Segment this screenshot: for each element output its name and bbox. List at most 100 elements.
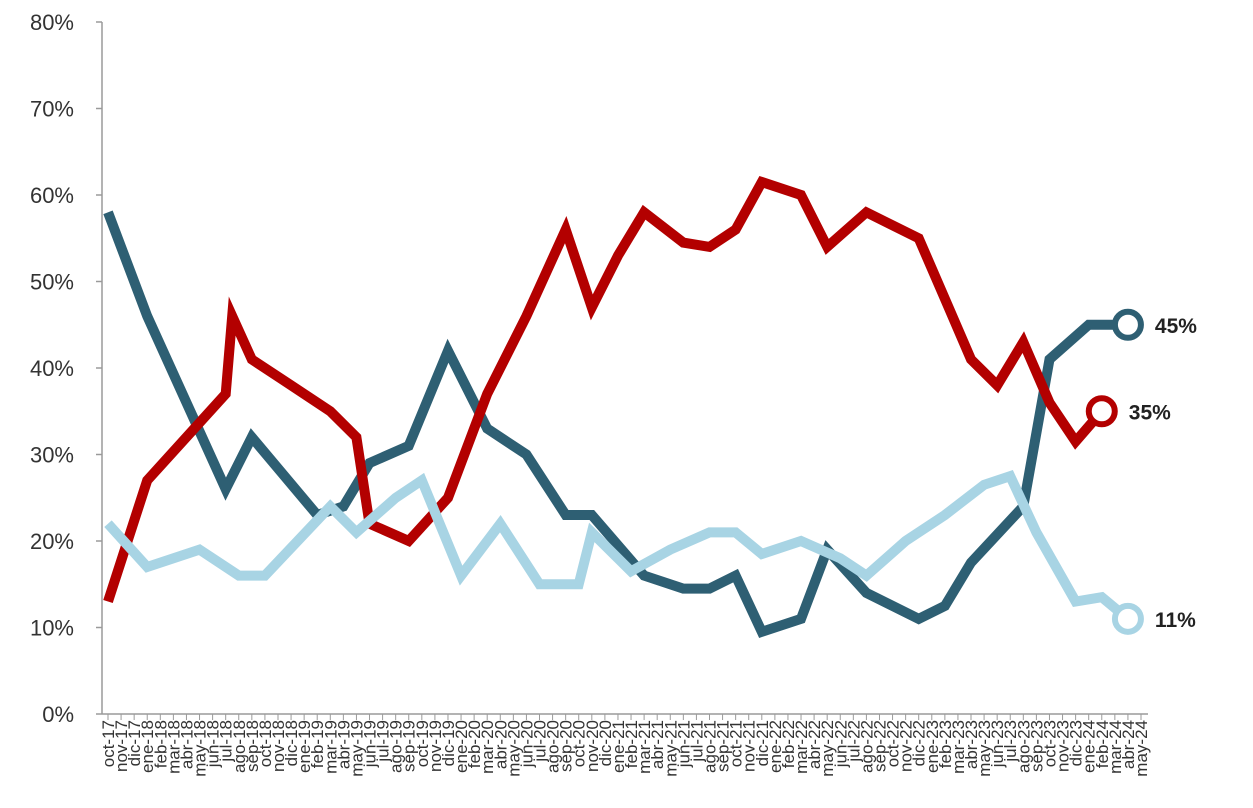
x-tick-label: ago-21	[700, 720, 719, 773]
x-tick-label: oct-22	[884, 720, 903, 767]
y-axis: 0% 10% 20% 30% 40% 50% 60% 70% 80%	[30, 10, 103, 727]
x-tick-label: sep-19	[400, 720, 419, 772]
x-tick-label: sep-21	[714, 720, 733, 772]
x-tick-label: oct-19	[413, 720, 432, 767]
x-tick-label: mar-21	[635, 720, 654, 774]
x-tick-label: sep-22	[870, 720, 889, 772]
x-tick-label: abr-23	[962, 720, 981, 769]
x-tick-label: dic-23	[1067, 720, 1086, 766]
x-tick-label: jul-21	[687, 720, 706, 763]
x-axis: oct-17nov-17dic-17ene-18feb-18mar-18abr-…	[99, 713, 1151, 777]
y-tick-label: 70%	[30, 97, 74, 122]
x-tick-label: mar-18	[164, 720, 183, 774]
series-end-marker-3	[1111, 602, 1144, 635]
x-tick-label: nov-19	[426, 720, 445, 772]
x-tick-label: nov-21	[740, 720, 759, 772]
x-tick-label: dic-18	[282, 720, 301, 766]
series-line-2	[103, 175, 1106, 604]
x-tick-label: feb-24	[1093, 720, 1112, 768]
x-tick-label: dic-21	[753, 720, 772, 766]
x-tick-label: feb-19	[308, 720, 327, 768]
y-tick-label: 50%	[30, 270, 74, 295]
x-tick-label: abr-19	[334, 720, 353, 769]
x-tick-label: oct-21	[727, 720, 746, 767]
x-tick-label: jul-19	[374, 720, 393, 763]
x-tick-label: may-22	[818, 720, 837, 777]
x-tick-label: sep-23	[1027, 720, 1046, 772]
x-tick-label: jun-21	[674, 720, 693, 768]
x-tick-label: ene-24	[1080, 720, 1099, 773]
y-tick-label: 60%	[30, 183, 74, 208]
y-tick-label: 80%	[30, 10, 74, 35]
series-end-label-2: 35%	[1129, 401, 1171, 424]
x-tick-label: feb-22	[779, 720, 798, 768]
x-tick-label: mar-20	[478, 720, 497, 774]
x-tick-label: may-24	[1132, 720, 1151, 777]
x-tick-label: ene-19	[295, 720, 314, 773]
y-tick-label: 20%	[30, 529, 74, 554]
x-tick-label: ene-20	[452, 720, 471, 773]
x-tick-label: mar-24	[1106, 720, 1125, 774]
series-end-marker-2	[1085, 395, 1118, 428]
y-tick-label: 30%	[30, 443, 74, 468]
x-tick-label: may-18	[191, 720, 210, 777]
x-tick-label: jun-23	[988, 720, 1007, 768]
x-tick-label: oct-18	[256, 720, 275, 767]
series-end-label-3: 11%	[1155, 609, 1196, 632]
series-end-label-1: 45%	[1155, 315, 1197, 338]
x-tick-label: nov-20	[583, 720, 602, 772]
x-tick-label: dic-22	[910, 720, 929, 766]
x-tick-label: dic-19	[439, 720, 458, 766]
x-tick-label: ago-22	[857, 720, 876, 773]
x-tick-label: nov-17	[112, 720, 131, 772]
x-tick-label: mar-19	[321, 720, 340, 774]
x-tick-label: feb-23	[936, 720, 955, 768]
series-line-1	[103, 210, 1128, 638]
x-tick-label: jul-23	[1001, 720, 1020, 763]
x-tick-label: mar-22	[792, 720, 811, 774]
x-tick-label: abr-24	[1119, 720, 1138, 769]
x-tick-label: jun-22	[831, 720, 850, 768]
y-tick-label: 10%	[30, 616, 74, 641]
series-line-3	[104, 469, 1132, 623]
x-tick-label: abr-20	[491, 720, 510, 769]
x-tick-label: nov-23	[1054, 720, 1073, 772]
x-tick-label: feb-21	[622, 720, 641, 768]
x-tick-label: may-20	[504, 720, 523, 777]
x-tick-label: nov-22	[897, 720, 916, 772]
x-tick-label: jun-19	[361, 720, 380, 768]
x-tick-label: may-19	[347, 720, 366, 777]
x-tick-label: feb-18	[151, 720, 170, 768]
x-tick-label: nov-18	[269, 720, 288, 772]
x-tick-label: ene-21	[609, 720, 628, 773]
x-tick-label: dic-20	[596, 720, 615, 766]
x-tick-label: oct-17	[99, 720, 118, 767]
y-tick-label: 0%	[42, 702, 74, 727]
x-tick-label: may-21	[661, 720, 680, 777]
x-tick-label: oct-20	[570, 720, 589, 767]
x-tick-label: mar-23	[949, 720, 968, 774]
x-tick-label: dic-17	[125, 720, 144, 766]
x-tick-label: abr-18	[177, 720, 196, 769]
x-tick-label: ago-19	[387, 720, 406, 773]
x-tick-label: abr-22	[805, 720, 824, 769]
x-tick-label: oct-23	[1040, 720, 1059, 767]
x-tick-label: feb-20	[465, 720, 484, 768]
x-tick-label: ago-18	[230, 720, 249, 773]
x-tick-label: jul-18	[217, 720, 236, 763]
x-tick-label: ene-23	[923, 720, 942, 773]
x-tick-label: sep-18	[243, 720, 262, 772]
x-tick-label: abr-21	[648, 720, 667, 769]
x-tick-label: jul-22	[844, 720, 863, 763]
x-tick-label: jul-20	[531, 720, 550, 763]
x-tick-label: may-23	[975, 720, 994, 777]
x-tick-label: sep-20	[557, 720, 576, 772]
x-tick-label: ago-23	[1014, 720, 1033, 773]
series-end-marker-1	[1111, 308, 1144, 341]
series-layer: 45% 35% 11%	[103, 175, 1197, 638]
x-tick-label: jun-18	[204, 720, 223, 768]
x-tick-label: jun-20	[517, 720, 536, 768]
x-tick-label: ago-20	[544, 720, 563, 773]
x-tick-label: ene-22	[766, 720, 785, 773]
